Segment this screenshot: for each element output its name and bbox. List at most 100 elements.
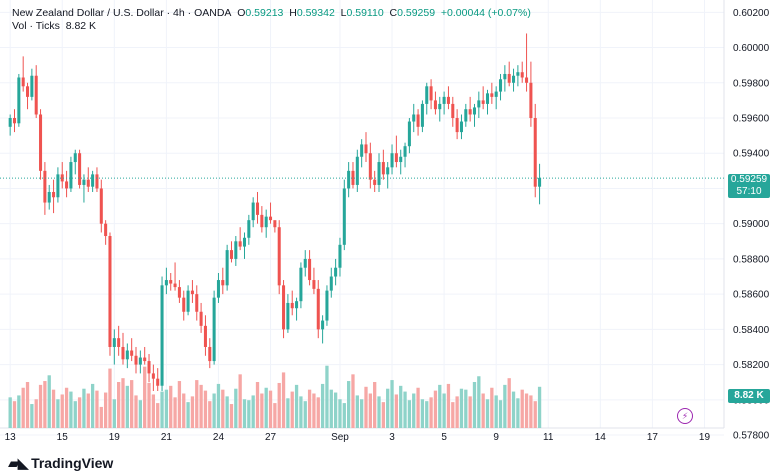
price-axis[interactable]: 0.60200 0.60000 0.59800 0.59600 0.59400 0.592… <box>733 8 770 442</box>
candle-body <box>69 162 73 189</box>
volume-bar <box>333 392 338 428</box>
time-tick-label: 24 <box>213 432 225 443</box>
volume-bar <box>294 384 299 428</box>
volume-bar <box>186 402 190 428</box>
symbol-title[interactable]: New Zealand Dollar / U.S. Dollar · 4h · … <box>12 7 232 19</box>
volume-bar <box>47 375 51 428</box>
candle-body <box>407 121 411 147</box>
candle-body <box>308 258 312 281</box>
volume-bar <box>303 401 307 428</box>
volume-bar <box>147 382 151 428</box>
candle-body <box>334 267 338 277</box>
candle-body <box>160 285 164 386</box>
tradingview-logo[interactable]: ▰◣ TradingView <box>8 454 113 472</box>
candle-body <box>216 280 220 298</box>
candle-body <box>386 167 390 175</box>
volume-bar <box>103 392 108 428</box>
candlesticks[interactable] <box>8 33 542 392</box>
volume-bar <box>112 399 116 428</box>
time-tick-label: 3 <box>389 432 395 443</box>
time-tick-label: 9 <box>493 432 499 443</box>
volume-bar <box>442 393 446 428</box>
price-tick-label: 0.59800 <box>733 78 770 89</box>
volume-bar <box>412 393 416 428</box>
candle-body <box>147 361 151 374</box>
volume-bar <box>368 393 372 428</box>
candle-body <box>56 174 60 198</box>
candle-body <box>195 294 199 312</box>
candle-body <box>138 357 142 365</box>
volume-bar <box>455 396 459 428</box>
candle-body <box>490 93 494 97</box>
candle-body <box>186 290 190 312</box>
volume-bar <box>221 389 225 428</box>
candle-body <box>455 118 459 133</box>
volume-bar <box>390 380 394 428</box>
volume-bar <box>56 399 60 428</box>
candle-body <box>143 357 147 362</box>
candle-body <box>47 191 51 203</box>
candle-body <box>303 258 307 268</box>
candle-body <box>73 153 77 163</box>
candle-body <box>177 287 181 298</box>
volume-bar <box>255 382 260 428</box>
volume-legend: Vol · Ticks 8.82 K <box>12 20 96 32</box>
candle-body <box>112 338 116 347</box>
price-tick-label: 0.59000 <box>733 219 770 230</box>
lightning-icon[interactable]: ⚡ <box>677 408 693 424</box>
candle-body <box>82 179 86 185</box>
price-tick-label: 0.59600 <box>733 114 770 125</box>
last-price-value: 0.59259 <box>730 174 768 185</box>
volume-bar <box>468 396 472 428</box>
volume-bar <box>134 395 138 428</box>
candle-body <box>277 227 281 286</box>
candle-body <box>442 96 446 104</box>
candle-body <box>459 121 463 133</box>
bar-countdown: 57:10 <box>736 186 762 197</box>
candle-body <box>499 79 503 92</box>
volume-bar <box>34 399 38 428</box>
candle-body <box>234 241 238 259</box>
volume-bar <box>355 395 359 428</box>
price-tick-label: 0.58200 <box>733 360 770 371</box>
time-axis[interactable]: 13 15 19 21 24 27 Sep 3 5 9 11 14 17 19 <box>5 432 711 443</box>
candle-body <box>104 223 108 237</box>
volume-label[interactable]: Vol · Ticks <box>12 20 60 32</box>
volume-bar <box>364 386 368 428</box>
volume-bar <box>21 387 25 428</box>
candle-body <box>507 73 511 83</box>
volume-bar <box>229 404 234 428</box>
volume-badge: 8.82 K <box>728 389 770 403</box>
volume-bar <box>290 391 294 428</box>
candle-body <box>225 250 229 286</box>
time-tick-label: 19 <box>699 432 711 443</box>
candle-body <box>433 100 437 110</box>
volume-bar <box>199 384 203 428</box>
candle-body <box>533 118 537 187</box>
candle-body <box>91 174 95 187</box>
volume-bar <box>286 398 290 428</box>
volume-bar <box>212 393 216 428</box>
volume-bar <box>446 383 451 428</box>
volume-bar <box>529 395 533 428</box>
volume-bar <box>394 394 399 428</box>
volume-bar <box>203 390 208 428</box>
close-value: 0.59259 <box>397 7 436 19</box>
volume-bar <box>490 387 494 428</box>
volume-bar <box>143 366 147 428</box>
candle-body <box>199 311 203 326</box>
last-price-badge: 0.59259 57:10 <box>728 174 770 198</box>
candle-body <box>512 75 516 83</box>
candle-body <box>325 290 329 321</box>
logo-text: TradingView <box>31 455 114 471</box>
volume-bar <box>451 402 455 428</box>
volume-bar <box>307 389 312 428</box>
volume-bar <box>260 393 264 428</box>
candle-body <box>403 146 407 157</box>
volume-bar <box>346 381 351 428</box>
volume-bar <box>268 390 273 428</box>
volume-bar <box>407 400 412 428</box>
volume-bar <box>160 391 164 428</box>
volume-bar <box>399 385 403 428</box>
